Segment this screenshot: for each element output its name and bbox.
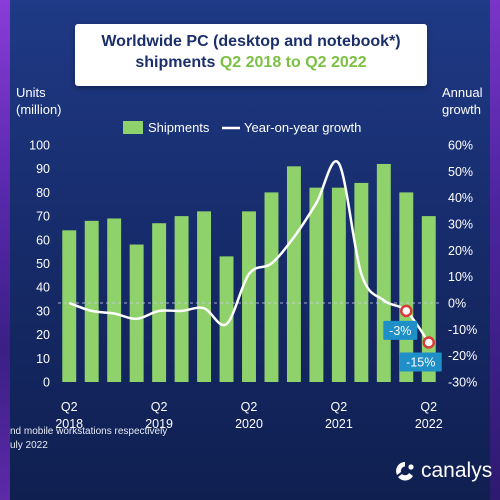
x-tick-label-quarter: Q2 <box>241 400 258 414</box>
bar <box>219 256 234 382</box>
bar <box>174 216 189 382</box>
y-right-axis-title-line2: growth <box>442 102 482 117</box>
y-right-tick-label: 0% <box>448 297 466 311</box>
bar <box>62 230 77 382</box>
y-left-axis-title-line2: (million) <box>16 102 62 117</box>
bar <box>331 187 346 382</box>
chart-title-highlight: Q2 2018 to Q2 2022 <box>219 54 367 71</box>
x-tick-label-year: 2022 <box>415 417 443 431</box>
y-left-tick-label: 30 <box>36 304 50 318</box>
x-tick-label-year: 2018 <box>55 417 83 431</box>
logo-wordmark: canalys <box>421 459 493 482</box>
callout-marker <box>400 304 413 318</box>
x-tick-label-year: 2021 <box>325 417 353 431</box>
x-tick-label-quarter: Q2 <box>331 400 348 414</box>
y-right-tick-label: -20% <box>448 349 477 363</box>
callout-label: -15% <box>406 356 435 370</box>
x-tick-label-quarter: Q2 <box>151 400 168 414</box>
bar <box>152 223 167 382</box>
chart-title-line1: Worldwide PC (desktop and notebook*) <box>101 33 401 50</box>
y-right-tick-label: -10% <box>448 323 477 337</box>
bar <box>286 166 301 382</box>
y-right-tick-label: 40% <box>448 191 473 205</box>
x-tick-label-quarter: Q2 <box>420 400 437 414</box>
y-right-tick-label: 20% <box>448 244 473 258</box>
bar <box>197 211 212 382</box>
y-right-axis-title: Annual growth <box>442 84 482 118</box>
footnote-line2: uly 2022 <box>10 440 48 451</box>
legend-label-growth: Year-on-year growth <box>244 120 361 135</box>
callout-box <box>399 352 442 372</box>
footnote: nd mobile workstations respectively uly … <box>10 425 167 453</box>
y-left-tick-label: 40 <box>36 281 50 295</box>
legend-label-shipments: Shipments <box>148 120 210 135</box>
chart-title-line2: shipments Q2 2018 to Q2 2022 <box>75 52 427 74</box>
y-left-axis-title: Units (million) <box>16 84 62 118</box>
x-tick-label-quarter: Q2 <box>61 400 78 414</box>
y-right-axis-title-line1: Annual <box>442 85 483 100</box>
y-right-tick-label: 30% <box>448 218 473 232</box>
legend-bar-swatch <box>123 121 143 134</box>
y-left-axis-title-line1: Units <box>16 85 46 100</box>
y-left-tick-label: 60 <box>36 233 50 247</box>
left-edge-band <box>0 0 10 500</box>
callout-box <box>383 320 418 340</box>
callout-marker <box>422 336 436 349</box>
bar <box>84 220 99 382</box>
x-tick-label-year: 2019 <box>145 417 173 431</box>
chart-title-prefix: shipments <box>135 54 220 71</box>
bar <box>264 192 279 382</box>
bar <box>376 163 391 382</box>
y-right-tick-label: 50% <box>448 165 473 179</box>
y-left-tick-label: 50 <box>36 257 50 271</box>
title-box: Worldwide PC (desktop and notebook*) shi… <box>75 24 427 86</box>
bar <box>354 182 369 382</box>
y-left-tick-label: 90 <box>36 162 50 176</box>
bar <box>242 211 256 382</box>
bar <box>309 187 324 382</box>
bar <box>129 244 144 382</box>
y-left-tick-label: 0 <box>43 376 50 390</box>
callout-label: -3% <box>389 324 411 338</box>
y-left-tick-label: 10 <box>36 352 50 366</box>
y-left-tick-label: 70 <box>36 210 50 224</box>
y-right-tick-label: -30% <box>448 376 477 390</box>
y-left-tick-label: 100 <box>29 139 50 153</box>
x-tick-label-year: 2020 <box>235 417 263 431</box>
y-right-tick-label: 10% <box>448 270 473 284</box>
footnote-line1: nd mobile workstations respectively <box>10 426 168 437</box>
canalys-logo: canalys <box>394 458 492 484</box>
canalys-logo-icon <box>396 462 414 481</box>
bar <box>107 218 122 382</box>
growth-line <box>68 160 430 344</box>
y-left-tick-label: 80 <box>36 186 50 200</box>
right-edge-band <box>490 0 500 500</box>
y-right-tick-label: 60% <box>448 139 473 153</box>
y-left-tick-label: 20 <box>36 328 50 342</box>
